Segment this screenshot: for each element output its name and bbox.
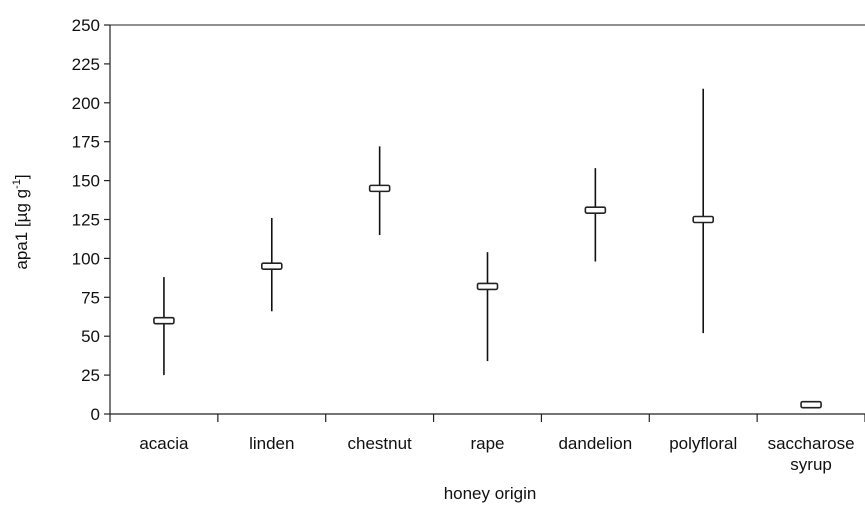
y-tick-label-150: 150 — [72, 172, 100, 191]
y-axis-title-superscript: -1 — [11, 179, 23, 189]
x-tick-label-dandelion: dandelion — [558, 434, 632, 453]
x-tick-label-saccharose-syrup: saccharose syrup — [768, 434, 855, 474]
y-tick-label-250: 250 — [72, 16, 100, 35]
x-tick-label-chestnut: chestnut — [348, 434, 413, 453]
x-tick-label-saccharose-syrup-line-0: saccharose — [768, 434, 855, 453]
y-tick-label-75: 75 — [81, 288, 100, 307]
y-tick-label-225: 225 — [72, 55, 100, 74]
mean-marker-chestnut — [368, 184, 391, 193]
y-tick-label-175: 175 — [72, 133, 100, 152]
mean-marker-dandelion — [584, 206, 607, 214]
chart-marks — [109, 24, 865, 415]
y-tick-label-100: 100 — [72, 249, 100, 268]
x-tick-label-acacia: acacia — [139, 434, 189, 453]
y-axis-ticks: 0 25 50 75 100 125 150 175 200 225 250 — [72, 16, 110, 424]
x-tick-label-saccharose-syrup-line-1: syrup — [790, 455, 832, 474]
x-tick-label-linden: linden — [249, 434, 294, 453]
y-axis-title-end: ] — [12, 174, 31, 179]
mean-marker-acacia — [153, 316, 175, 325]
y-tick-label-125: 125 — [72, 211, 100, 230]
x-tick-label-rape: rape — [470, 434, 504, 453]
y-tick-label-50: 50 — [81, 327, 100, 346]
mean-marker-polyfloral — [692, 215, 715, 224]
x-tick-label-dandelion-line-0: dandelion — [558, 434, 632, 453]
x-axis-title: honey origin — [444, 484, 537, 503]
y-tick-label-25: 25 — [81, 366, 100, 385]
mean-marker-rape — [476, 282, 499, 291]
mean-marker-saccharose-syrup — [800, 400, 822, 409]
y-tick-label-0: 0 — [91, 405, 100, 424]
x-tick-label-polyfloral-line-0: polyfloral — [669, 434, 737, 453]
x-tick-label-chestnut-line-0: chestnut — [348, 434, 413, 453]
x-tick-label-rape-line-0: rape — [470, 434, 504, 453]
x-tick-label-polyfloral: polyfloral — [669, 434, 737, 453]
mean-marker-linden — [260, 262, 283, 270]
x-tick-label-acacia-line-0: acacia — [139, 434, 189, 453]
y-axis-title: apa1 [µg g-1] — [11, 174, 31, 269]
x-axis-ticks: acacia linden chestnut rape dandelion polyflo… — [109, 414, 865, 474]
x-tick-label-linden-line-0: linden — [249, 434, 294, 453]
y-tick-label-200: 200 — [72, 94, 100, 113]
y-axis-title-main: apa1 [µg g — [12, 189, 31, 270]
